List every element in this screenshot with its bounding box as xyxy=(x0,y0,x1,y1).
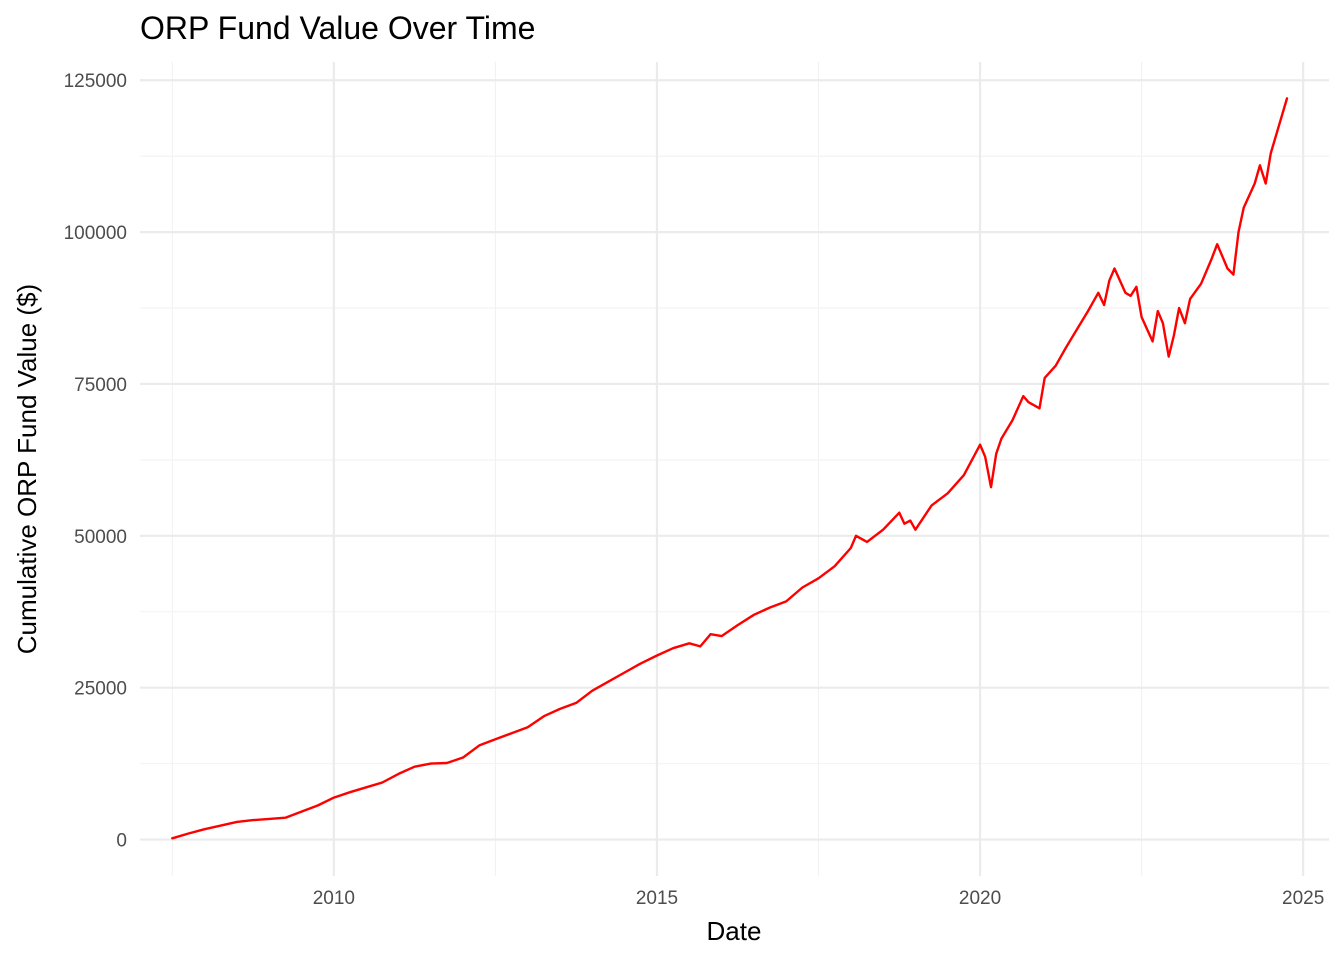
y-tick-label: 125000 xyxy=(64,71,127,92)
y-tick-label: 25000 xyxy=(74,679,127,700)
chart-title: ORP Fund Value Over Time xyxy=(140,10,535,46)
x-tick-label: 2015 xyxy=(636,888,678,909)
x-tick-label: 2020 xyxy=(959,888,1001,909)
y-axis-tick-labels: 0 25000 50000 75000 100000 125000 xyxy=(64,71,127,851)
y-tick-label: 0 xyxy=(116,831,127,852)
minor-gridlines xyxy=(140,62,1329,876)
y-tick-label: 100000 xyxy=(64,223,127,244)
series-line xyxy=(171,97,1289,840)
x-tick-label: 2010 xyxy=(313,888,355,909)
x-axis-tick-labels: 2010 2015 2020 2025 xyxy=(313,888,1325,909)
x-tick-label: 2025 xyxy=(1282,888,1324,909)
x-axis-title: Date xyxy=(707,916,762,946)
y-tick-label: 75000 xyxy=(74,375,127,396)
major-gridlines xyxy=(140,62,1329,876)
y-tick-label: 50000 xyxy=(74,527,127,548)
series-layer xyxy=(171,97,1289,840)
y-axis-title: Cumulative ORP Fund Value ($) xyxy=(12,284,42,654)
